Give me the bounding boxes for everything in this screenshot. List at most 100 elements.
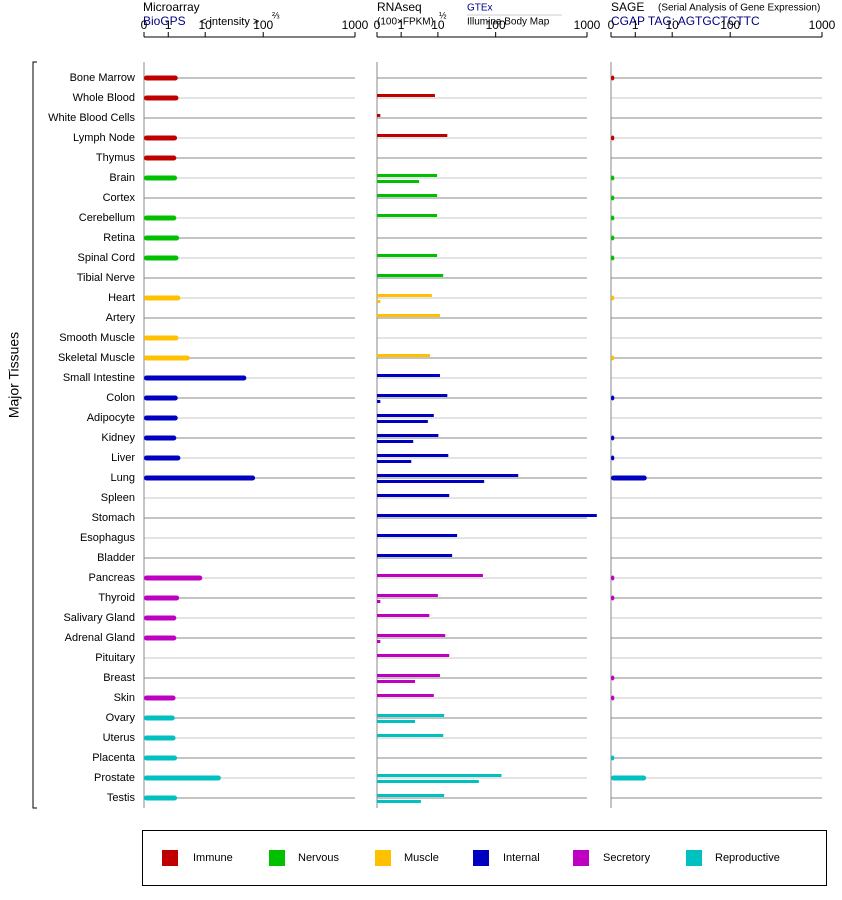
bar — [377, 654, 450, 657]
bar — [377, 134, 448, 137]
category-label: Breast — [103, 672, 135, 684]
bar — [377, 354, 430, 357]
bar — [377, 794, 445, 797]
bar — [144, 235, 180, 241]
bar — [144, 755, 178, 761]
category-label: Spleen — [101, 492, 135, 504]
category-label: Colon — [106, 392, 135, 404]
bar — [377, 460, 412, 463]
bar — [144, 715, 175, 721]
bar — [377, 574, 483, 577]
category-label: Kidney — [101, 432, 135, 444]
x-tick-label: 0 — [141, 18, 148, 32]
bar — [144, 395, 178, 401]
panel-source: CGAP TAG: AGTGCTCTTC — [611, 14, 760, 28]
x-tick-label: 1000 — [809, 18, 836, 32]
bar — [377, 594, 438, 597]
bar — [377, 600, 381, 603]
category-label: Uterus — [103, 732, 136, 744]
bar — [144, 775, 221, 781]
bar — [377, 420, 428, 423]
legend-label: Nervous — [298, 852, 339, 864]
category-label: Placenta — [92, 752, 136, 764]
bar — [377, 254, 438, 257]
bar — [144, 155, 177, 161]
bar — [377, 400, 381, 403]
bar — [377, 714, 445, 717]
series-label: Illumina Body Map — [467, 17, 550, 28]
bar — [611, 395, 615, 401]
bar — [611, 455, 615, 461]
bar — [377, 180, 420, 183]
legend-label: Secretory — [603, 852, 651, 864]
panel-subtitle: (Serial Analysis of Gene Expression) — [658, 3, 820, 14]
category-label: Cerebellum — [79, 212, 135, 224]
bar — [377, 274, 444, 277]
panel-title: RNAseq — [377, 0, 422, 14]
legend-swatch — [162, 850, 178, 866]
bar — [611, 475, 647, 481]
bar — [144, 335, 179, 341]
bar — [144, 95, 179, 101]
category-label: Lung — [111, 472, 135, 484]
x-tick-label: 0 — [374, 18, 381, 32]
bar — [377, 614, 430, 617]
legend-box — [142, 830, 827, 886]
category-label: Liver — [111, 452, 135, 464]
category-label: Tibial Nerve — [77, 272, 135, 284]
bar — [144, 415, 178, 421]
bar — [377, 674, 440, 677]
category-label: Spinal Cord — [78, 252, 135, 264]
bar — [377, 734, 444, 737]
bar — [144, 635, 177, 641]
bar — [144, 215, 177, 221]
bar — [144, 595, 180, 601]
panel-source: BioGPS — [143, 14, 186, 28]
x-tick-label: 100 — [253, 18, 273, 32]
legend-label: Immune — [193, 852, 233, 864]
bar — [377, 800, 421, 803]
bar — [377, 294, 432, 297]
bar — [144, 795, 178, 801]
category-label: Skin — [114, 692, 135, 704]
bar — [377, 694, 434, 697]
x-tick-label: 10 — [431, 18, 445, 32]
category-label: Testis — [107, 792, 136, 804]
panel-title: SAGE — [611, 0, 644, 14]
category-label: Adipocyte — [87, 412, 135, 424]
bar — [611, 575, 615, 581]
x-tick-label: 1 — [632, 18, 639, 32]
bar — [611, 135, 615, 141]
bar — [144, 435, 177, 441]
panel-unit-exponent: ⅔ — [272, 10, 280, 20]
bar — [144, 455, 181, 461]
bar — [611, 255, 615, 261]
bar — [377, 780, 479, 783]
bar — [377, 720, 415, 723]
category-label: Esophagus — [80, 532, 136, 544]
bar — [377, 374, 440, 377]
bar — [611, 775, 647, 781]
category-label: Thyroid — [98, 592, 135, 604]
bar — [377, 414, 434, 417]
x-tick-label: 1000 — [574, 18, 601, 32]
x-tick-label: 1 — [165, 18, 172, 32]
category-label: Small Intestine — [63, 372, 135, 384]
category-label: Artery — [106, 312, 136, 324]
category-label: Bone Marrow — [70, 72, 135, 84]
bar — [611, 175, 615, 181]
legend-swatch — [473, 850, 489, 866]
bar — [144, 575, 203, 581]
bar — [377, 494, 450, 497]
bar — [377, 534, 458, 537]
bar — [377, 434, 439, 437]
bar — [377, 440, 414, 443]
bar — [144, 735, 176, 741]
bar — [611, 435, 615, 441]
bar — [377, 634, 446, 637]
legend-swatch — [269, 850, 285, 866]
category-label: Lymph Node — [73, 132, 135, 144]
bar — [611, 695, 615, 701]
